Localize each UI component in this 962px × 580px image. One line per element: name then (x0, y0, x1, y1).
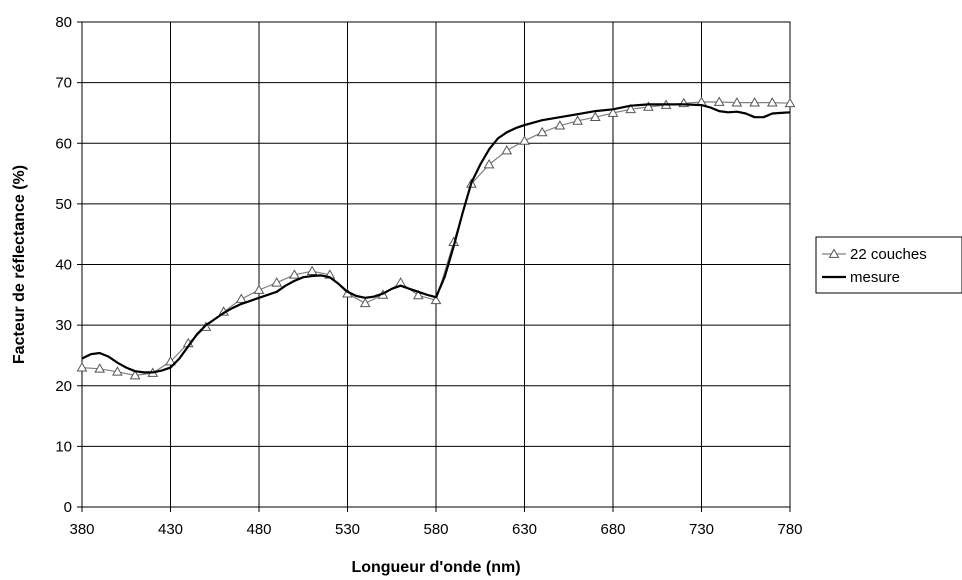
y-tick-label: 30 (55, 317, 72, 334)
data-point-marker (430, 294, 442, 305)
legend-swatch-marker (828, 248, 840, 258)
x-tick-label: 430 (158, 521, 183, 538)
data-point-marker (625, 103, 637, 114)
y-tick-label: 80 (55, 14, 72, 31)
data-point-marker (94, 363, 106, 373)
y-tick-label: 0 (64, 499, 72, 516)
data-point-marker (607, 107, 619, 117)
y-tick-label: 20 (55, 378, 72, 395)
x-axis-title: Longueur d'onde (nm) (351, 559, 520, 576)
x-tick-label: 730 (689, 521, 714, 538)
data-point-marker (784, 97, 796, 108)
data-point-marker (112, 366, 123, 376)
y-tick-label: 10 (55, 438, 72, 455)
x-tick-label: 780 (777, 521, 802, 538)
x-tick-label: 630 (512, 521, 537, 538)
y-tick-label: 60 (55, 135, 72, 152)
data-point-marker (643, 101, 654, 111)
data-point-marker (412, 289, 424, 300)
x-tick-label: 530 (335, 521, 360, 538)
y-tick-label: 70 (55, 75, 72, 92)
x-tick-label: 580 (423, 521, 448, 538)
data-point-marker (766, 97, 778, 107)
y-tick-label: 50 (55, 196, 72, 213)
data-point-marker (289, 269, 300, 279)
data-point-marker (731, 97, 743, 107)
series-line (81, 103, 791, 374)
series-mesure (81, 103, 791, 374)
data-point-marker (572, 115, 583, 125)
x-tick-label: 480 (246, 521, 271, 538)
data-point-marker (536, 126, 548, 137)
legend-items: 22 couches mesure (822, 246, 927, 286)
y-axis-title: Facteur de réflectance (%) (11, 165, 28, 364)
data-point-marker (253, 284, 265, 294)
data-point-marker (713, 96, 725, 106)
data-point-marker (554, 120, 566, 130)
data-point-marker (129, 369, 141, 380)
x-axis-ticks: 380 430 480 530 580 630 680 730 780 (69, 507, 803, 538)
data-point-marker (589, 111, 601, 122)
legend-label: 22 couches (850, 246, 927, 263)
legend-box (815, 236, 962, 294)
legend-item: mesure (822, 269, 900, 286)
data-point-marker (271, 277, 283, 287)
data-point-marker (501, 145, 513, 155)
data-point-marker (76, 362, 88, 372)
x-tick-label: 680 (600, 521, 625, 538)
data-point-marker (235, 293, 247, 303)
y-axis-ticks: 0 10 20 30 40 50 60 70 80 (55, 14, 82, 516)
data-point-marker (483, 158, 495, 169)
data-point-marker (749, 97, 760, 107)
data-point-marker (359, 297, 371, 308)
data-point-marker (306, 265, 318, 276)
series-group (76, 96, 796, 380)
x-tick-label: 380 (69, 521, 94, 538)
data-point-marker (519, 135, 530, 145)
legend-item: 22 couches (822, 246, 927, 263)
legend-label: mesure (850, 269, 900, 286)
y-tick-label: 40 (55, 257, 72, 274)
data-point-marker (165, 355, 176, 366)
legend: 22 couches mesure (815, 236, 962, 294)
